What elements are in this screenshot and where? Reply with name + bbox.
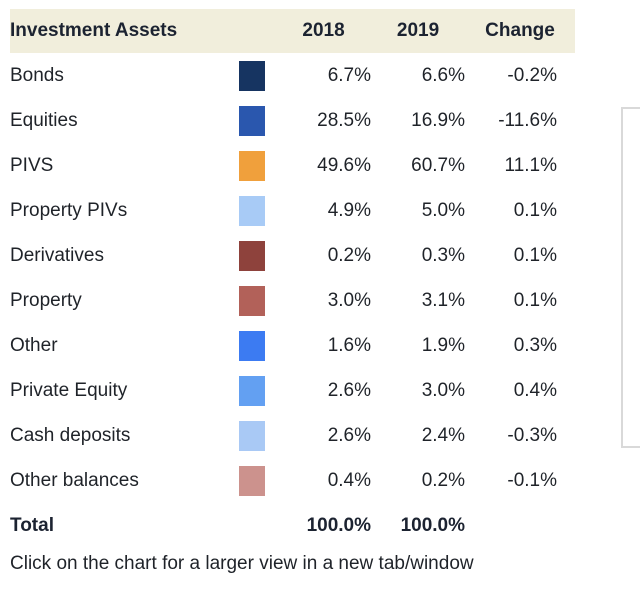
value-2019: 2.4% (421, 424, 466, 446)
asset-label: Cash deposits (10, 424, 131, 446)
color-swatch (239, 375, 265, 406)
table-row: Property PIVs 4.9% 5.0% 0.1% (10, 188, 575, 233)
value-2018: 49.6% (317, 154, 372, 176)
value-2019: 16.9% (411, 109, 466, 131)
value-change: 0.3% (513, 334, 558, 356)
header-asset: Investment Assets (10, 9, 277, 53)
table-row: Equities 28.5% 16.9% -11.6% (10, 98, 575, 143)
table-row: Cash deposits 2.6% 2.4% -0.3% (10, 413, 575, 458)
table-row: Property 3.0% 3.1% 0.1% (10, 278, 575, 323)
table-row: Other balances 0.4% 0.2% -0.1% (10, 458, 575, 503)
value-change: -0.1% (507, 469, 558, 491)
header-change: Change (465, 9, 576, 53)
table-row: Private Equity 2.6% 3.0% 0.4% (10, 368, 575, 413)
header-2019: 2019 (371, 9, 466, 53)
color-swatch (239, 285, 265, 316)
table-row: Other 1.6% 1.9% 0.3% (10, 323, 575, 368)
value-2019: 5.0% (421, 199, 466, 221)
asset-label: Bonds (10, 64, 64, 86)
value-change: -11.6% (498, 109, 558, 131)
value-change: 0.4% (513, 379, 558, 401)
value-change: 0.1% (513, 289, 558, 311)
value-change: -0.3% (507, 424, 558, 446)
value-change: 11.1% (504, 154, 558, 176)
chart-note: Click on the chart for a larger view in … (10, 553, 474, 574)
asset-label: Private Equity (10, 379, 128, 401)
total-label: Total (10, 514, 54, 536)
value-2019: 0.2% (421, 469, 466, 491)
table-row: PIVS 49.6% 60.7% 11.1% (10, 143, 575, 188)
asset-label: Other balances (10, 469, 139, 491)
asset-label: Equities (10, 109, 78, 131)
value-2018: 2.6% (327, 379, 372, 401)
value-2018: 6.7% (327, 64, 372, 86)
value-2019: 0.3% (421, 244, 466, 266)
header-2018: 2018 (276, 9, 372, 53)
table-header-row: Investment Assets 2018 2019 Change (10, 9, 576, 53)
color-swatch (239, 150, 265, 181)
value-2018: 4.9% (327, 199, 372, 221)
color-swatch (239, 105, 265, 136)
asset-label: Other (10, 334, 58, 356)
value-2019: 1.9% (421, 334, 466, 356)
value-2018: 3.0% (327, 289, 372, 311)
value-2019: 3.1% (421, 289, 466, 311)
value-change: 0.1% (513, 244, 558, 266)
total-2018: 100.0% (306, 514, 372, 536)
value-2018: 0.4% (327, 469, 372, 491)
value-2018: 1.6% (327, 334, 372, 356)
table-row: Bonds 6.7% 6.6% -0.2% (10, 53, 575, 98)
value-2019: 6.6% (421, 64, 466, 86)
asset-label: Property PIVs (10, 199, 128, 221)
asset-label: PIVS (10, 154, 54, 176)
value-2018: 0.2% (327, 244, 372, 266)
table-row: Derivatives 0.2% 0.3% 0.1% (10, 233, 575, 278)
color-swatch (239, 60, 265, 91)
value-2018: 28.5% (317, 109, 372, 131)
value-2019: 60.7% (411, 154, 466, 176)
color-swatch (239, 240, 265, 271)
color-swatch (239, 465, 265, 496)
color-swatch (239, 420, 265, 451)
total-2019: 100.0% (400, 514, 466, 536)
table-total-row: Total 100.0% 100.0% (10, 503, 575, 548)
color-swatch (239, 330, 265, 361)
asset-label: Property (10, 289, 82, 311)
asset-label: Derivatives (10, 244, 104, 266)
total-change (465, 503, 575, 548)
color-swatch (239, 195, 265, 226)
adjacent-chart-panel[interactable] (621, 107, 640, 448)
value-2018: 2.6% (327, 424, 372, 446)
value-change: 0.1% (513, 199, 558, 221)
value-2019: 3.0% (421, 379, 466, 401)
value-change: -0.2% (507, 64, 558, 86)
investment-assets-table[interactable]: Investment Assets 2018 2019 Change Bonds… (10, 9, 576, 548)
